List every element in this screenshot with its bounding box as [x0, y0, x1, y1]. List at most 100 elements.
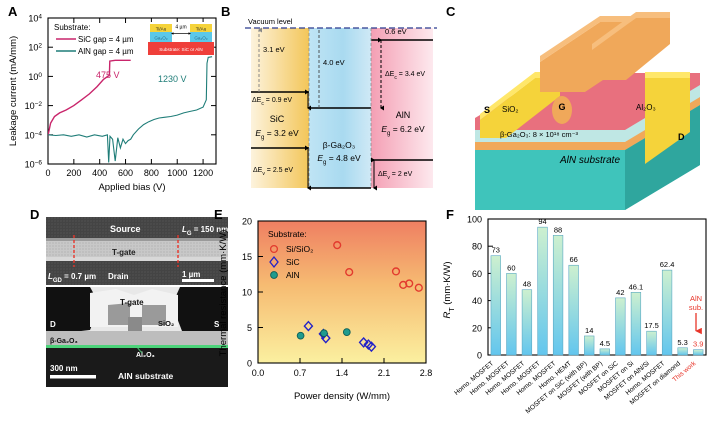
panel-a: A 10−6 10−4 10−2 100 102 104 0 200 400 600 800 100…	[0, 0, 240, 210]
panel-d: D Source LG = 150 nm T-gate Drain LGD = …	[30, 205, 245, 425]
layer-label-al2o3: Al₂O₃	[636, 103, 656, 112]
svg-text:104: 104	[28, 13, 42, 24]
drain-pad	[645, 78, 690, 164]
tem-channel	[46, 331, 228, 345]
svg-text:600: 600	[118, 168, 133, 178]
bar-value-label: 66	[569, 255, 577, 264]
panel-e-legend-item-1: SiC	[286, 257, 300, 267]
bar	[661, 269, 673, 356]
tem-gate-foot	[128, 317, 142, 331]
sem-label-lgd: LGD = 0.7 µm	[48, 272, 96, 284]
bar-value-label: 48	[523, 280, 531, 289]
bar-value-label: 88	[554, 225, 562, 234]
svg-text:1.4: 1.4	[336, 368, 349, 378]
bar	[506, 273, 517, 356]
panel-e-plot-area	[257, 220, 427, 364]
bar	[521, 289, 533, 356]
inset-substrate-label: Substrate: SiC or AlN	[159, 47, 202, 52]
tem-label-al2o3: Al₂O₃	[136, 352, 155, 359]
panel-e-label: E	[214, 207, 223, 222]
svg-text:10−6: 10−6	[25, 159, 43, 170]
svg-text:400: 400	[92, 168, 107, 178]
panel-a-annotation-475v: 475 V	[96, 70, 120, 80]
panel-d-label: D	[30, 207, 40, 222]
panel-e-datapoints	[296, 241, 423, 353]
legend-marker-sisio2	[269, 244, 279, 254]
bar	[615, 297, 626, 356]
tem-label-ga2o3: β-Ga₂O₃	[50, 338, 78, 345]
vacuum-level-label: Vacuum level	[248, 17, 293, 26]
panel-e-legend-item-2: AlN	[286, 270, 300, 280]
svg-text:0: 0	[45, 168, 50, 178]
svg-text:10−2: 10−2	[25, 101, 43, 112]
svg-text:100: 100	[28, 71, 42, 82]
inset-contact-left-label: Ti/Au	[156, 27, 167, 32]
affinity-label-aln: 0.6 eV	[385, 27, 407, 36]
panel-a-label: A	[8, 4, 18, 19]
panel-e-yaxis: 0 5 10 15 20	[242, 217, 263, 369]
bar-value-label: 14	[585, 326, 593, 335]
panel-f-bars: 73 60 48 94 88 66 14 4.5 42 46.1 17.5 62.4 5.3 3.9	[490, 217, 703, 356]
terminal-label-gate: G	[558, 102, 565, 112]
datapoint-sisio2	[414, 283, 423, 292]
bar-value-label: 73	[492, 246, 500, 255]
bar-value-label: 3.9	[693, 340, 703, 349]
bar-value-label: 60	[507, 263, 515, 272]
panel-e-xaxis: 0.0 0.7 1.4 2.1 2.8	[252, 358, 433, 378]
affinity-label-ga2o3: 4.0 eV	[323, 58, 345, 67]
panel-a-xaxis: 0 200 400 600 800 1000 1200	[45, 18, 213, 178]
svg-text:10−4: 10−4	[25, 130, 43, 141]
datapoint-sisio2	[391, 267, 401, 276]
panel-f-ylabel: RT (mm·K/W)	[442, 261, 456, 318]
tem-dark-left	[46, 287, 100, 335]
sem-label-tgate: T-gate	[112, 248, 136, 257]
sem-gate-stripe	[46, 241, 228, 257]
svg-text:20: 20	[242, 217, 252, 227]
svg-text:200: 200	[66, 168, 81, 178]
sem-scalebar-label-top: 1 µm	[182, 270, 200, 279]
gate-stem	[552, 96, 572, 124]
bar	[646, 330, 657, 356]
drain-pad-top	[645, 72, 690, 78]
layer-label-substrate: AlN substrate	[559, 155, 620, 166]
bar-value-label: 46.1	[629, 282, 644, 291]
tem-label-substrate: AlN substrate	[118, 371, 174, 381]
panel-a-legend-item-1: AlN gap = 4 µm	[78, 47, 134, 56]
inset-metal-left	[150, 24, 172, 32]
band-region-sic	[251, 28, 309, 188]
svg-text:15: 15	[242, 252, 252, 262]
dec-label-sic: ΔEc = 0.9 eV	[252, 97, 292, 107]
svg-text:60: 60	[472, 269, 482, 279]
bar	[677, 347, 688, 356]
panel-a-ylabel: Leakage current (mA/mm)	[8, 36, 19, 146]
svg-text:20: 20	[472, 323, 482, 333]
panel-e-legend-item-0: Si/SiO₂	[286, 244, 313, 254]
tem-scalebar	[50, 375, 96, 379]
svg-text:1200: 1200	[193, 168, 213, 178]
datapoint-aln	[296, 331, 305, 340]
svg-text:2.8: 2.8	[420, 368, 433, 378]
svg-text:0: 0	[477, 351, 482, 361]
sem-scalebar-top	[182, 279, 214, 282]
panel-a-legend-title: Substrate:	[54, 23, 90, 32]
panel-e: E 0 5 10 15 20 0.0 0.7 1.4 2.1 2.8 Substrate: Si…	[210, 205, 450, 425]
datapoint-aln	[342, 328, 351, 336]
svg-text:0: 0	[247, 359, 252, 369]
inset-gap-label: 4 µm	[175, 25, 186, 31]
material-name-ga2o3: β-Ga₂O₃	[323, 140, 355, 150]
band-region-aln	[371, 28, 433, 188]
panel-a-legend: Substrate: SiC gap = 4 µm AlN gap = 4 µm	[54, 23, 134, 56]
tem-label-sio2: SiO₂	[158, 319, 174, 328]
annotation-aln-line1: AlN	[690, 294, 702, 303]
tem-label-source: S	[214, 320, 220, 329]
tem-label-drain: D	[50, 320, 56, 329]
bar	[599, 348, 610, 356]
inset-contact-right-label: Ti/Au	[196, 27, 207, 32]
panel-f-plot-area	[487, 218, 707, 356]
svg-text:0.7: 0.7	[294, 368, 307, 378]
svg-text:40: 40	[472, 296, 482, 306]
panel-c-label: C	[446, 4, 456, 19]
sem-label-source: Source	[110, 224, 141, 234]
bar-value-label: 17.5	[644, 321, 659, 330]
bar	[584, 335, 595, 356]
